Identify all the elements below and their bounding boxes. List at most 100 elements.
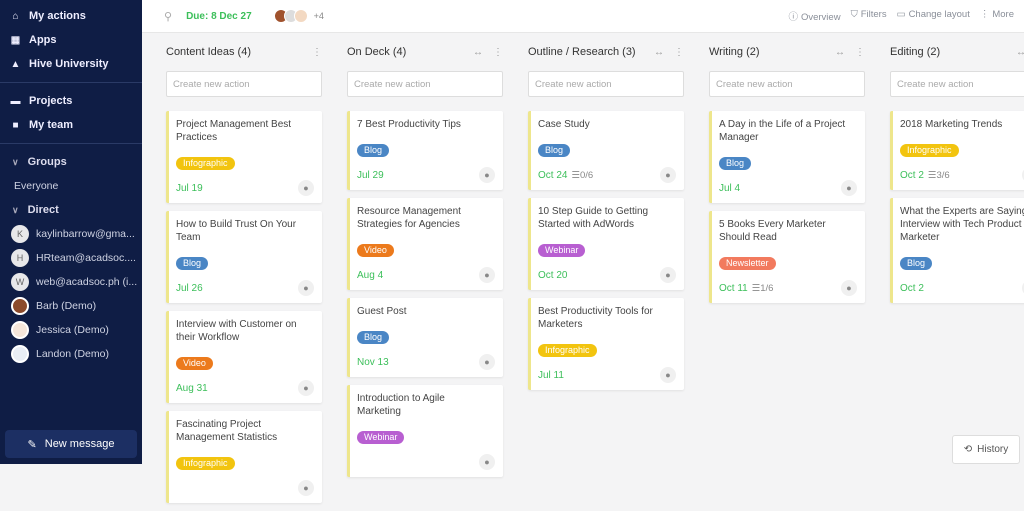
action-card[interactable]: 5 Books Every Marketer Should Read Newslet… <box>709 211 865 303</box>
action-card[interactable]: A Day in the Life of a Project Manager Blo… <box>709 111 865 203</box>
board-column: Outline / Research (3) ↔ ⋮ Create new acti… <box>528 33 684 398</box>
action-card[interactable]: How to Build Trust On Your Team Blog Jul 26… <box>166 211 322 303</box>
group-everyone[interactable]: Everyone <box>14 180 59 192</box>
create-action-input[interactable]: Create new action <box>890 71 1024 97</box>
card-label-tag[interactable]: Blog <box>357 331 390 344</box>
create-action-input[interactable]: Create new action <box>347 71 503 97</box>
column-menu-icon[interactable]: ⋮ <box>855 46 865 58</box>
sidebar-item-label: Hive University <box>29 58 109 70</box>
action-card[interactable]: 2018 Marketing Trends Infographic Oct 2 ☰3/… <box>890 111 1024 190</box>
action-card[interactable]: Project Management Best Practices Infograp… <box>166 111 322 203</box>
card-due-date: Oct 24 <box>538 169 568 181</box>
card-due-date: Nov 13 <box>357 356 389 368</box>
card-label-tag[interactable]: Infographic <box>900 144 959 157</box>
column-menu-icon[interactable]: ⋮ <box>493 46 503 58</box>
sidebar-item-my-actions[interactable]: ⌂ My actions <box>0 4 142 28</box>
create-action-input[interactable]: Create new action <box>709 71 865 97</box>
card-due-date: Oct 20 <box>538 269 568 281</box>
assignee-icon[interactable]: ● <box>298 480 314 496</box>
assignee-icon[interactable]: ● <box>660 367 676 383</box>
card-due-date: Jul 11 <box>538 369 564 381</box>
overview-button[interactable]: ⓘ Overview <box>788 9 840 23</box>
card-due-date: Jul 19 <box>176 182 203 194</box>
groups-section-toggle[interactable]: ∨ Groups <box>0 150 142 174</box>
action-card[interactable]: Case Study Blog Oct 24 ☰0/6 ● <box>528 111 684 190</box>
more-members-count[interactable]: +4 <box>313 11 324 21</box>
action-card[interactable]: Guest Post Blog Nov 13 ● <box>347 298 503 377</box>
card-label-tag[interactable]: Blog <box>176 257 209 270</box>
card-label-tag[interactable]: Infographic <box>538 344 597 357</box>
assignee-icon[interactable]: ● <box>841 280 857 296</box>
action-card[interactable]: Resource Management Strategies for Agenci… <box>347 198 503 290</box>
create-action-input[interactable]: Create new action <box>528 71 684 97</box>
assignee-icon[interactable]: ● <box>298 380 314 396</box>
direct-message-item[interactable]: H HRteam@acadsoc.... <box>0 246 142 270</box>
card-label-tag[interactable]: Blog <box>900 257 933 270</box>
assignee-icon[interactable]: ● <box>660 167 676 183</box>
assignee-icon[interactable]: ● <box>841 180 857 196</box>
action-card[interactable]: Introduction to Agile Marketing Webinar ● <box>347 385 503 477</box>
assignee-icon[interactable]: ● <box>1022 280 1024 296</box>
card-label-tag[interactable]: Webinar <box>357 431 405 444</box>
filter-icon: ⛉ <box>850 9 858 20</box>
pin-icon[interactable]: ⚲ <box>164 10 173 23</box>
card-label-tag[interactable]: Video <box>357 244 394 257</box>
direct-message-item[interactable]: Jessica (Demo) <box>0 318 142 342</box>
member-avatars[interactable] <box>273 9 308 23</box>
assignee-icon[interactable]: ● <box>479 167 495 183</box>
due-date[interactable]: Due: 8 Dec 27 <box>186 10 252 22</box>
action-card[interactable]: 7 Best Productivity Tips Blog Jul 29 ● <box>347 111 503 190</box>
column-title: Content Ideas (4) <box>166 46 251 58</box>
assignee-icon[interactable]: ● <box>479 354 495 370</box>
card-label-tag[interactable]: Blog <box>538 144 571 157</box>
card-label-tag[interactable]: Blog <box>719 157 752 170</box>
action-card[interactable]: Fascinating Project Management Statistics… <box>166 411 322 503</box>
assignee-icon[interactable]: ● <box>1022 167 1024 183</box>
card-label-tag[interactable]: Infographic <box>176 157 235 170</box>
card-label-tag[interactable]: Video <box>176 357 213 370</box>
filters-button[interactable]: ⛉ Filters <box>851 9 887 23</box>
card-label-tag[interactable]: Newsletter <box>719 257 776 270</box>
card-title: 10 Step Guide to Getting <box>538 206 649 217</box>
action-card[interactable]: Best Productivity Tools for Marketers Info… <box>528 298 684 390</box>
action-card[interactable]: 10 Step Guide to Getting Started with AdW… <box>528 198 684 290</box>
create-action-input[interactable]: Create new action <box>166 71 322 97</box>
sidebar-item-hive-university[interactable]: ▲ Hive University <box>0 52 142 76</box>
history-label: History <box>977 444 1009 455</box>
avatar: W <box>11 273 29 291</box>
card-title: 2018 Marketing Trends <box>900 119 1003 130</box>
assignee-icon[interactable]: ● <box>660 267 676 283</box>
assignee-icon[interactable]: ● <box>298 180 314 196</box>
direct-message-item[interactable]: Landon (Demo) <box>0 342 142 366</box>
expand-column-icon[interactable]: ↔ <box>835 46 845 58</box>
checklist-value: 1/6 <box>760 282 774 294</box>
dm-name: kaylinbarrow@gma... <box>36 228 135 240</box>
sidebar-item-label: Projects <box>29 95 73 107</box>
action-card[interactable]: What the Experts are Saying Interview wit… <box>890 198 1024 303</box>
assignee-icon[interactable]: ● <box>479 454 495 470</box>
new-message-button[interactable]: ✎ New message <box>5 430 137 458</box>
expand-column-icon[interactable]: ↔ <box>654 46 664 58</box>
assignee-icon[interactable]: ● <box>479 267 495 283</box>
history-icon: ⟲ <box>963 444 973 455</box>
column-menu-icon[interactable]: ⋮ <box>674 46 684 58</box>
change-layout-button[interactable]: ▭ Change layout <box>897 9 970 23</box>
expand-column-icon[interactable]: ↔ <box>473 46 483 58</box>
checklist-value: 0/6 <box>580 169 594 181</box>
direct-section-toggle[interactable]: ∨ Direct <box>0 198 142 222</box>
history-button[interactable]: ⟲ History <box>952 435 1020 464</box>
sidebar-item-projects[interactable]: ▬ Projects <box>0 89 142 113</box>
sidebar-item-my-team[interactable]: ■ My team <box>0 113 142 137</box>
assignee-icon[interactable]: ● <box>298 280 314 296</box>
card-due-date: Oct 2 <box>900 169 924 181</box>
card-label-tag[interactable]: Webinar <box>538 244 586 257</box>
expand-column-icon[interactable]: ↔ <box>1016 46 1024 58</box>
column-menu-icon[interactable]: ⋮ <box>312 46 322 58</box>
more-button[interactable]: ⋮ More <box>980 9 1014 23</box>
sidebar-item-apps[interactable]: ▦ Apps <box>0 28 142 52</box>
action-card[interactable]: Interview with Customer on their Workflow… <box>166 311 322 403</box>
direct-message-item[interactable]: Barb (Demo) <box>0 294 142 318</box>
card-label-tag[interactable]: Blog <box>357 144 390 157</box>
